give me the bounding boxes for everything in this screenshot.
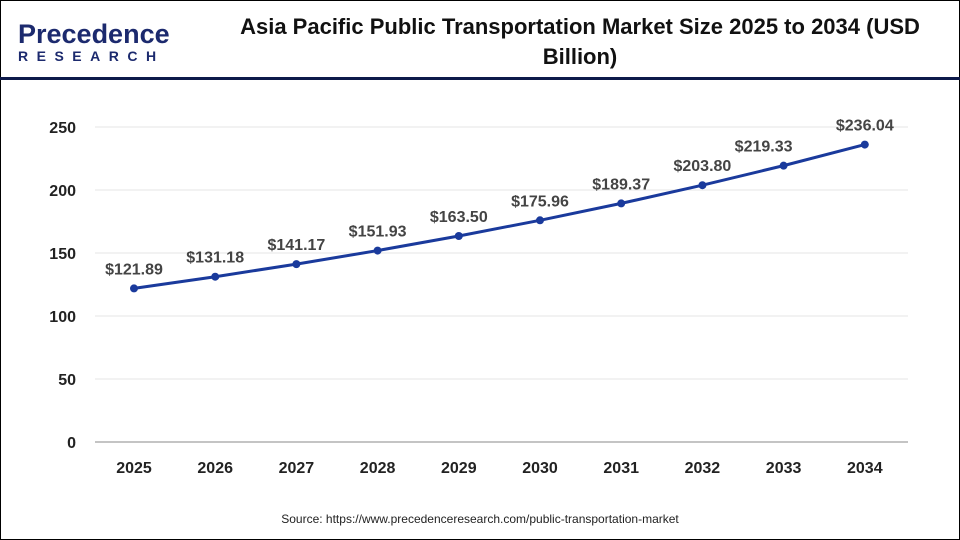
series-line: [133, 143, 866, 290]
x-tick-label: 2033: [766, 460, 802, 477]
header: Precedence RESEARCH Asia Pacific Public …: [0, 0, 960, 80]
data-point: [454, 231, 463, 240]
y-tick-label: 50: [58, 372, 76, 389]
data-point: [292, 260, 301, 269]
data-point: [130, 284, 138, 293]
data-label: $131.18: [186, 250, 244, 267]
chart-title: Asia Pacific Public Transportation Marke…: [240, 14, 920, 69]
data-label: $141.17: [267, 237, 325, 254]
x-tick-label: 2029: [441, 460, 477, 477]
precedence-research-logo: Precedence RESEARCH: [18, 20, 170, 64]
logo-line2: RESEARCH: [18, 48, 165, 64]
data-label: $189.37: [592, 176, 650, 193]
data-label: $163.50: [430, 209, 488, 226]
data-label: $121.89: [105, 261, 163, 278]
data-label: $203.80: [673, 158, 731, 175]
logo-line1: Precedence: [18, 19, 170, 49]
y-tick-label: 200: [49, 183, 76, 200]
y-tick-label: 150: [49, 246, 76, 263]
data-point: [698, 181, 707, 190]
y-tick-label: 250: [49, 120, 76, 137]
x-tick-label: 2026: [197, 460, 233, 477]
data-label: $219.33: [735, 139, 793, 156]
x-tick-label: 2028: [360, 460, 396, 477]
data-point: [536, 216, 544, 225]
data-label: $175.96: [511, 193, 569, 210]
data-label: $236.04: [836, 118, 894, 135]
y-tick-label: 0: [67, 435, 76, 452]
data-label: $151.93: [349, 224, 407, 241]
data-point: [779, 161, 788, 170]
source-note: Source: https://www.precedenceresearch.c…: [281, 512, 679, 526]
x-tick-label: 2034: [847, 460, 883, 477]
x-tick-label: 2032: [685, 460, 721, 477]
data-point: [860, 140, 869, 149]
x-tick-label: 2030: [522, 460, 558, 477]
data-point: [373, 246, 382, 255]
data-point: [211, 272, 220, 281]
y-tick-label: 100: [49, 309, 76, 326]
x-tick-label: 2025: [116, 460, 152, 477]
x-tick-label: 2027: [279, 460, 315, 477]
data-point: [617, 199, 626, 208]
x-tick-label: 2031: [603, 460, 639, 477]
